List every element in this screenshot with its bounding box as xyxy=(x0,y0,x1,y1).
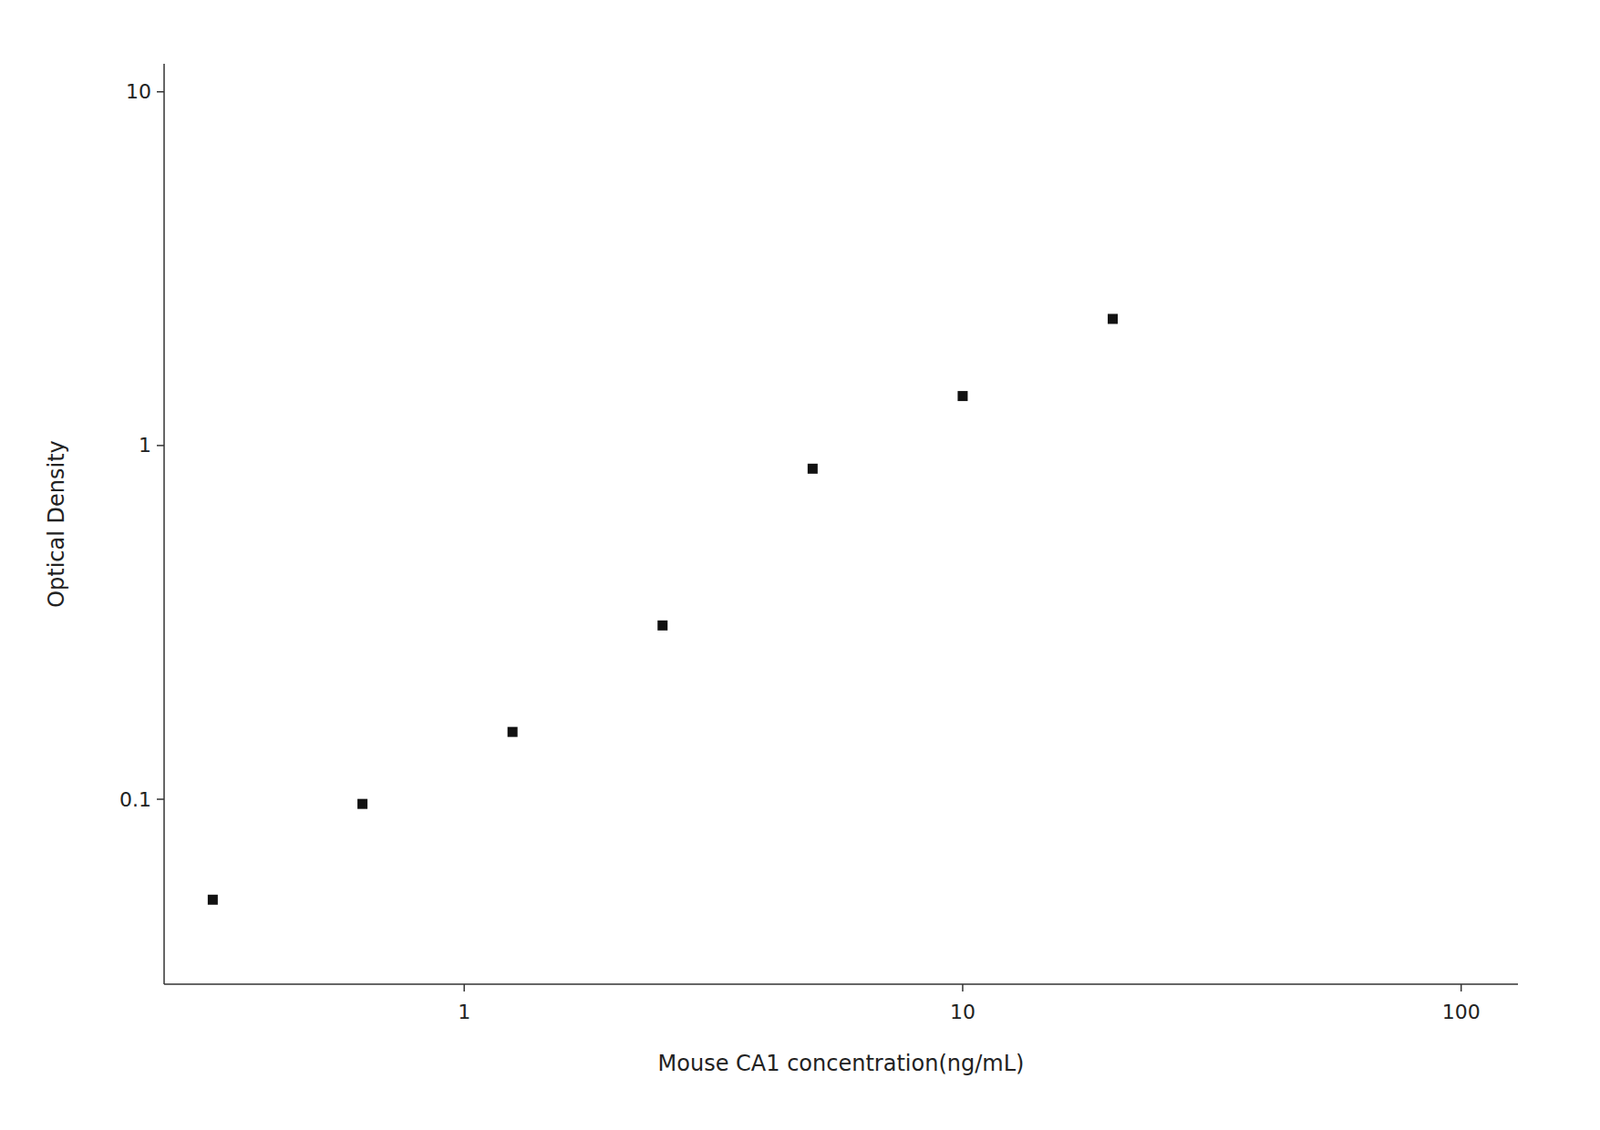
y-tick-label: 10 xyxy=(125,80,152,104)
chart: 1 10 100 0.1 1 10 Mouse CA1 concentration(ng/m… xyxy=(0,0,1600,1130)
x-tick-label: 100 xyxy=(1442,1001,1481,1024)
data-point xyxy=(657,620,668,631)
points xyxy=(207,313,1118,905)
x-axis-label: Mouse CA1 concentration(ng/mL) xyxy=(658,1051,1025,1077)
x-tick xyxy=(1460,984,1463,992)
data-point xyxy=(207,895,218,906)
y-axis-line xyxy=(163,63,166,985)
x-axis-line xyxy=(164,983,1518,986)
x-tick xyxy=(463,984,465,992)
data-point xyxy=(1107,313,1118,324)
y-tick xyxy=(156,444,165,447)
y-axis-label: Optical Density xyxy=(43,440,70,609)
y-tick-label: 1 xyxy=(138,433,152,457)
y-tick xyxy=(156,91,165,93)
axes: 1 10 100 0.1 1 10 xyxy=(119,63,1518,1024)
x-tick xyxy=(961,984,964,992)
y-tick-label: 0.1 xyxy=(119,788,152,812)
x-tick-label: 1 xyxy=(457,1001,471,1024)
data-point xyxy=(957,391,968,402)
x-tick-label: 10 xyxy=(949,1001,976,1024)
data-point xyxy=(357,799,368,810)
background xyxy=(0,0,1600,1130)
data-point xyxy=(807,464,818,475)
data-point xyxy=(507,727,518,738)
y-tick xyxy=(156,798,165,801)
